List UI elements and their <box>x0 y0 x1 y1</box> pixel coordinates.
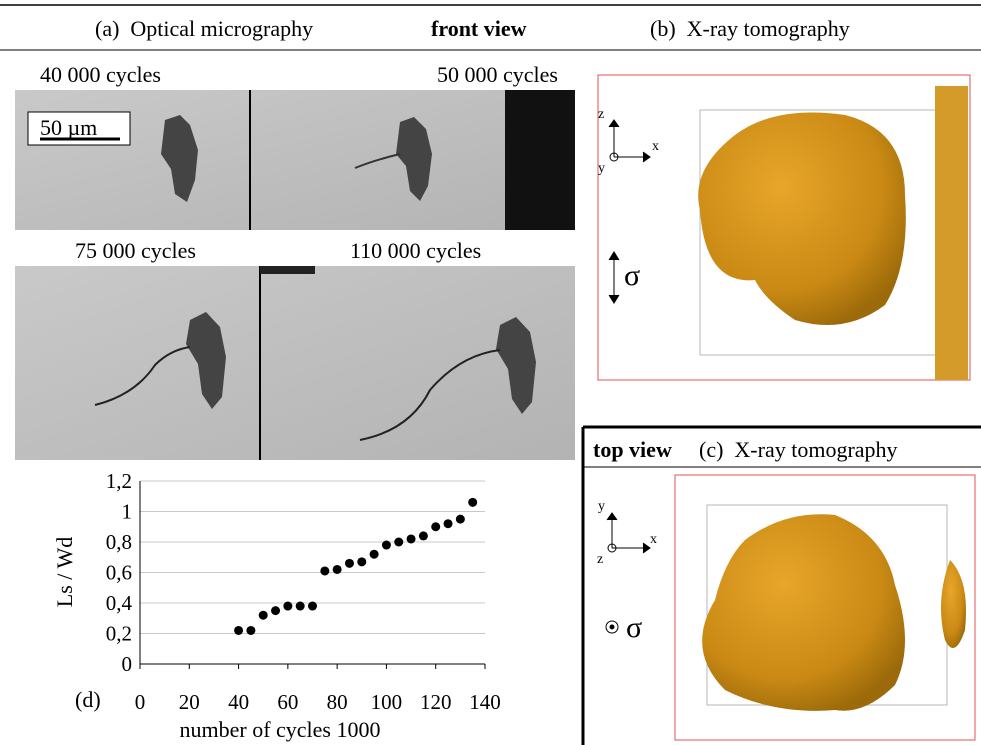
point <box>295 601 305 611</box>
point <box>381 540 391 550</box>
point <box>308 601 317 611</box>
point <box>234 625 244 635</box>
cycle-label: 110 000 cycles <box>350 238 481 263</box>
point <box>406 534 416 544</box>
scale-bar: 50 µm <box>40 115 97 140</box>
x-tick-label: 120 <box>420 690 452 714</box>
cycle-label: 50 000 cycles <box>437 62 558 87</box>
point <box>394 537 404 547</box>
axis-x: x <box>650 532 657 547</box>
point <box>332 564 342 574</box>
point <box>246 625 256 635</box>
point <box>418 531 428 541</box>
point <box>468 497 478 507</box>
point <box>357 557 367 567</box>
x-tick-label: 20 <box>179 690 200 714</box>
panel-a-title: (a) Optical micrography <box>95 16 313 41</box>
axis-x: x <box>652 139 659 154</box>
top-view: top view <box>593 437 672 462</box>
x-tick-label: 140 <box>469 690 501 714</box>
panel-c-title: (c) X-ray tomography <box>699 437 898 462</box>
y-axis-label: Ls / Wd <box>52 537 77 607</box>
y-tick-label: 0,4 <box>106 591 133 615</box>
x-tick-label: 80 <box>327 690 348 714</box>
point <box>320 566 330 576</box>
axis-z: z <box>598 107 604 122</box>
y-tick-label: 1 <box>122 500 133 524</box>
point <box>258 610 268 620</box>
axes-icon <box>608 119 651 304</box>
front-view: front view <box>431 16 527 41</box>
point <box>271 606 281 616</box>
chart: (d) number of cycles 1000 Ls / Wd 0 0,2 0,… <box>52 469 501 742</box>
point <box>344 558 354 568</box>
y-tick-label: 0 <box>122 652 133 676</box>
y-tick-label: 1,2 <box>106 469 132 493</box>
point <box>455 514 465 524</box>
micrographs <box>15 90 575 460</box>
x-tick-label: 0 <box>135 690 146 714</box>
point <box>369 549 379 559</box>
sigma: σ <box>624 259 640 292</box>
panel-label: (d) <box>75 687 101 712</box>
y-tick-label: 0,6 <box>106 561 132 585</box>
x-tick-label: 100 <box>371 690 403 714</box>
axes-icon <box>605 512 651 634</box>
x-tick-label: 60 <box>277 690 298 714</box>
point <box>283 601 293 611</box>
axis-y: y <box>598 499 605 514</box>
tomography-top <box>674 474 976 741</box>
axis-z: z <box>597 552 603 567</box>
y-tick-label: 0,2 <box>106 622 132 646</box>
tomography-front <box>597 74 971 381</box>
x-tick-label: 40 <box>228 690 249 714</box>
point <box>443 519 453 529</box>
x-axis-label: number of cycles 1000 <box>180 717 381 742</box>
cycle-label: 40 000 cycles <box>40 62 161 87</box>
panel-b-title: (b) X-ray tomography <box>650 16 850 41</box>
point <box>431 522 441 532</box>
cycle-label: 75 000 cycles <box>75 238 196 263</box>
y-tick-label: 0,8 <box>106 530 132 554</box>
sigma: σ <box>626 611 642 644</box>
axis-y: y <box>598 161 605 176</box>
